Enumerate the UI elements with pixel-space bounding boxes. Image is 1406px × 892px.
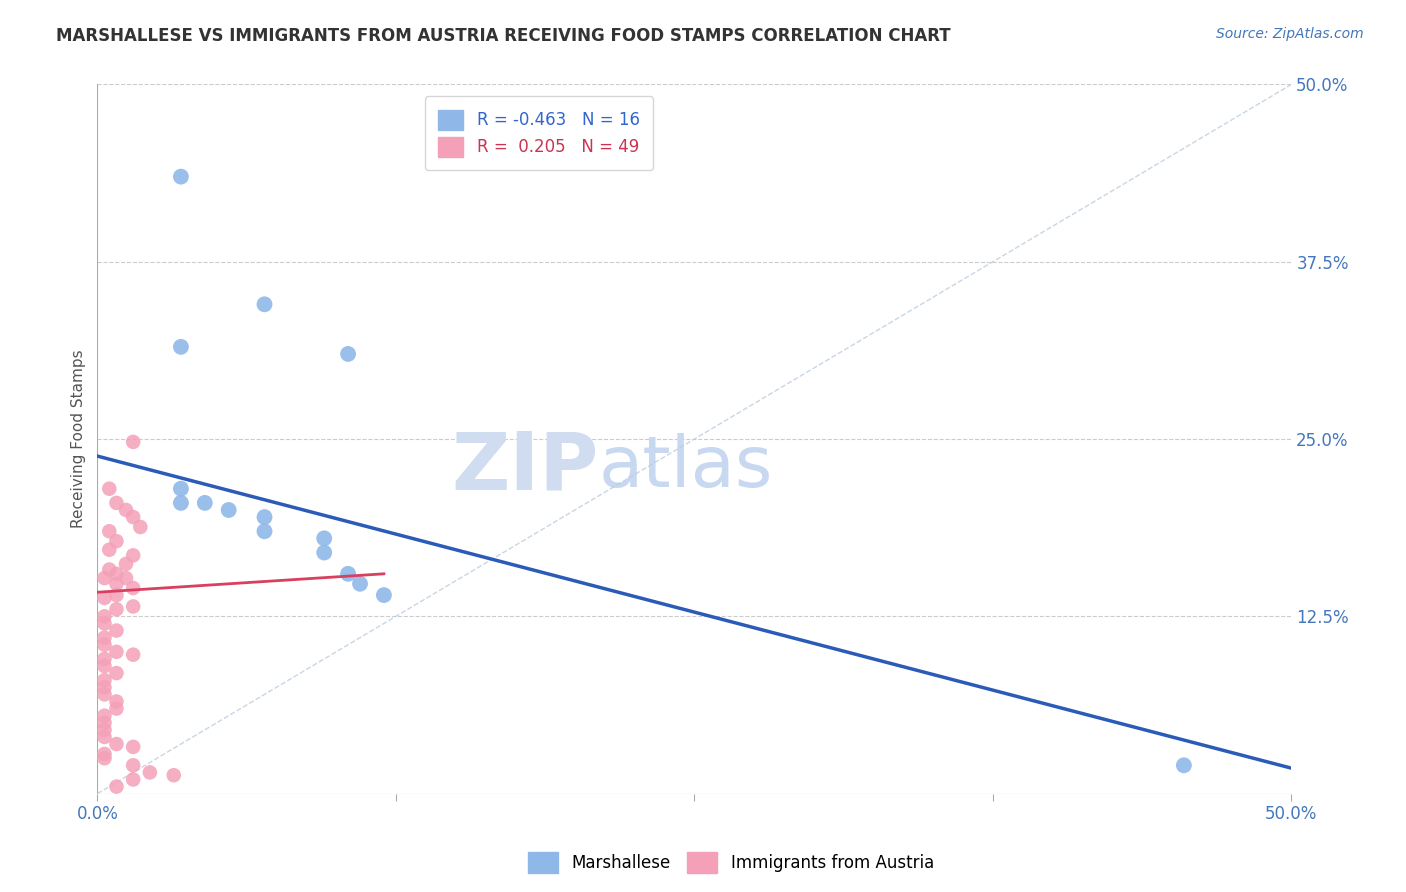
Point (122, 434, 145, 449)
Point (337, 566, 360, 581)
Point (105, 645, 128, 659)
Point (105, 566, 128, 581)
Point (337, 347, 360, 361)
Point (122, 549, 145, 563)
Point (349, 576, 371, 591)
Point (93, 638, 115, 652)
Point (1173, 758, 1195, 772)
Point (115, 503, 138, 517)
Point (93, 708, 115, 723)
Text: Source: ZipAtlas.com: Source: ZipAtlas.com (1216, 27, 1364, 41)
Point (122, 739, 145, 754)
Point (105, 576, 128, 591)
Point (93, 571, 115, 585)
Point (93, 652, 115, 666)
Point (170, 169, 193, 184)
Point (105, 602, 128, 616)
Point (98, 524, 121, 539)
Point (115, 557, 138, 571)
Point (170, 496, 193, 510)
Point (105, 701, 128, 715)
Point (93, 659, 115, 673)
Point (105, 780, 128, 794)
Point (93, 751, 115, 765)
Point (129, 520, 152, 534)
Text: MARSHALLESE VS IMMIGRANTS FROM AUSTRIA RECEIVING FOOD STAMPS CORRELATION CHART: MARSHALLESE VS IMMIGRANTS FROM AUSTRIA R… (56, 27, 950, 45)
Point (105, 624, 128, 638)
Text: atlas: atlas (599, 433, 773, 502)
Point (93, 730, 115, 744)
Point (373, 588, 395, 602)
Point (170, 340, 193, 354)
Point (122, 510, 145, 524)
Text: ZIP: ZIP (451, 428, 599, 507)
Point (194, 496, 217, 510)
Point (98, 563, 121, 577)
Point (253, 524, 276, 539)
Point (93, 715, 115, 730)
Point (98, 482, 121, 496)
Point (105, 588, 128, 602)
Point (93, 681, 115, 695)
Point (122, 772, 145, 787)
Point (122, 599, 145, 614)
Point (122, 581, 145, 595)
Point (122, 758, 145, 772)
Point (122, 648, 145, 662)
Point (93, 591, 115, 605)
Point (314, 545, 336, 559)
Point (105, 534, 128, 549)
Legend: Marshallese, Immigrants from Austria: Marshallese, Immigrants from Austria (522, 846, 941, 880)
Point (170, 482, 193, 496)
Point (93, 616, 115, 631)
Point (139, 765, 162, 780)
Point (115, 571, 138, 585)
Point (93, 747, 115, 761)
Point (105, 666, 128, 681)
Y-axis label: Receiving Food Stamps: Receiving Food Stamps (72, 350, 86, 528)
Point (163, 768, 186, 782)
Point (105, 694, 128, 708)
Point (253, 297, 276, 311)
Point (314, 532, 336, 546)
Point (105, 737, 128, 751)
Point (93, 631, 115, 645)
Point (93, 687, 115, 701)
Point (93, 609, 115, 624)
Point (218, 503, 240, 517)
Point (105, 496, 128, 510)
Legend: R = -0.463   N = 16, R =  0.205   N = 49: R = -0.463 N = 16, R = 0.205 N = 49 (425, 96, 654, 170)
Point (98, 542, 121, 557)
Point (93, 723, 115, 737)
Point (93, 673, 115, 688)
Point (253, 510, 276, 524)
